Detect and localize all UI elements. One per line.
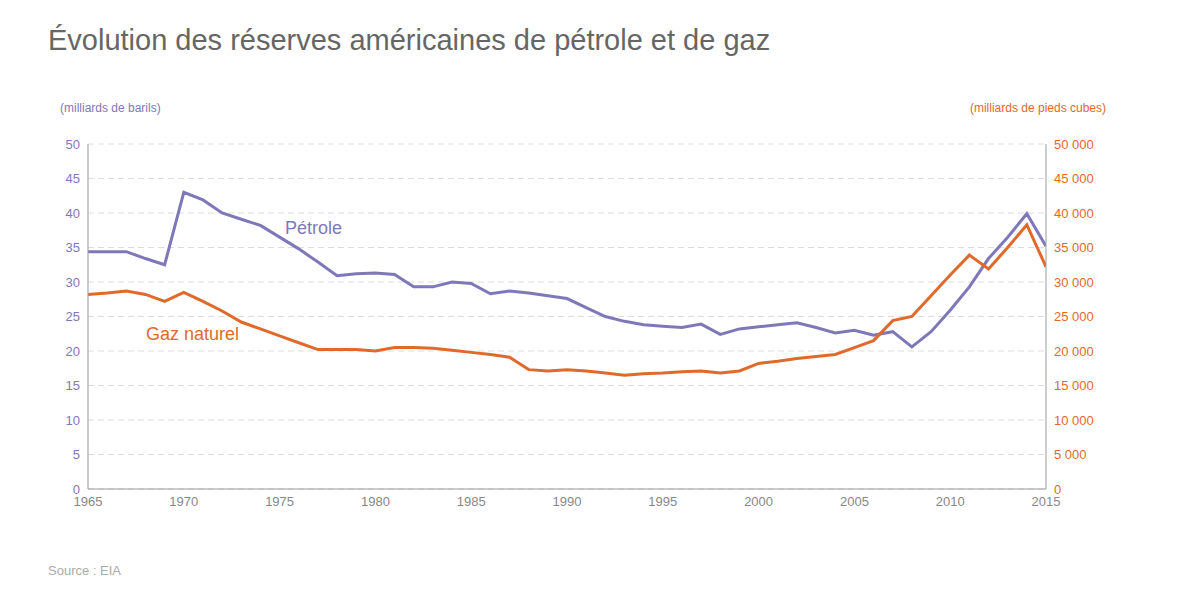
svg-text:2005: 2005 bbox=[840, 494, 869, 509]
svg-text:1965: 1965 bbox=[73, 494, 103, 510]
svg-text:1980: 1980 bbox=[361, 494, 390, 509]
svg-text:1995: 1995 bbox=[648, 494, 677, 509]
svg-text:30: 30 bbox=[66, 275, 80, 290]
html-text:Pétrole: Pétrole bbox=[285, 218, 342, 238]
svg-text:2000: 2000 bbox=[744, 494, 773, 509]
svg-text:5 000: 5 000 bbox=[1054, 447, 1087, 462]
svg-text:25: 25 bbox=[66, 309, 80, 324]
html-text:(milliards de barils): (milliards de barils) bbox=[60, 101, 161, 115]
svg-text:50 000: 50 000 bbox=[1054, 137, 1094, 152]
svg-text:20 000: 20 000 bbox=[1054, 344, 1094, 359]
svg-text:50: 50 bbox=[66, 137, 80, 152]
html-text:Gaz naturel: Gaz naturel bbox=[146, 324, 240, 344]
html-text:Évolution des réserves américa: Évolution des réserves américaines de pé… bbox=[48, 24, 771, 56]
svg-text:35: 35 bbox=[66, 240, 80, 255]
svg-text:15: 15 bbox=[66, 378, 80, 393]
svg-text:2010: 2010 bbox=[936, 494, 965, 509]
svg-text:0: 0 bbox=[1054, 482, 1061, 497]
html-text:(milliards de pieds cubes): (milliards de pieds cubes) bbox=[969, 101, 1106, 115]
svg-text:10 000: 10 000 bbox=[1054, 413, 1094, 428]
svg-text:25 000: 25 000 bbox=[1054, 309, 1094, 324]
svg-text:45 000: 45 000 bbox=[1054, 171, 1094, 186]
svg-text:15 000: 15 000 bbox=[1054, 378, 1094, 393]
html-text:Source : EIA: Source : EIA bbox=[48, 563, 121, 578]
svg-text:2015: 2015 bbox=[1031, 494, 1061, 510]
svg-text:45: 45 bbox=[66, 171, 80, 186]
svg-text:30 000: 30 000 bbox=[1054, 275, 1094, 290]
svg-text:1990: 1990 bbox=[553, 494, 582, 509]
svg-text:0: 0 bbox=[73, 482, 80, 497]
svg-text:1970: 1970 bbox=[169, 494, 198, 509]
svg-text:35 000: 35 000 bbox=[1054, 240, 1094, 255]
svg-text:10: 10 bbox=[66, 413, 80, 428]
svg-text:40 000: 40 000 bbox=[1054, 206, 1094, 221]
svg-text:1975: 1975 bbox=[265, 494, 294, 509]
svg-text:1985: 1985 bbox=[457, 494, 486, 509]
svg-text:5: 5 bbox=[73, 447, 80, 462]
svg-text:40: 40 bbox=[66, 206, 80, 221]
svg-text:20: 20 bbox=[66, 344, 80, 359]
